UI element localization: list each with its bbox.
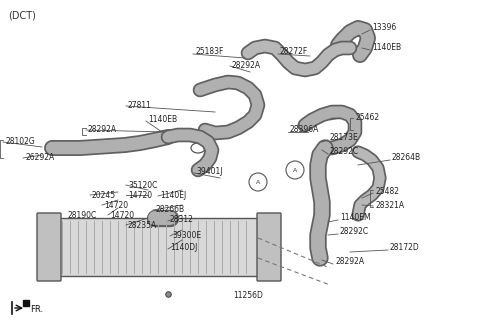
Text: 28292A: 28292A — [88, 126, 117, 134]
Text: 39300E: 39300E — [172, 231, 201, 239]
Text: 25462: 25462 — [355, 113, 379, 122]
Text: 28292A: 28292A — [232, 60, 261, 70]
Text: 25183F: 25183F — [195, 48, 223, 56]
Text: 39401J: 39401J — [196, 168, 223, 176]
Bar — [58, 218, 258, 276]
FancyBboxPatch shape — [37, 213, 61, 281]
Text: 14720: 14720 — [128, 191, 152, 199]
Text: FR.: FR. — [30, 305, 43, 315]
Text: (DCT): (DCT) — [8, 10, 36, 20]
Text: 28172D: 28172D — [390, 243, 420, 253]
Text: 27811: 27811 — [128, 100, 152, 110]
Text: 1140EJ: 1140EJ — [160, 191, 186, 199]
Text: A: A — [293, 168, 297, 173]
Text: 28190C: 28190C — [68, 211, 97, 219]
Text: 1140DJ: 1140DJ — [170, 243, 197, 253]
Text: 11256D: 11256D — [233, 291, 263, 299]
Text: A: A — [256, 179, 260, 184]
Text: 25482: 25482 — [375, 188, 399, 196]
Text: 28312: 28312 — [170, 215, 194, 224]
Text: 28102G: 28102G — [5, 137, 35, 147]
Text: 13396: 13396 — [372, 24, 396, 32]
Text: 28396A: 28396A — [290, 126, 319, 134]
Text: 1140EB: 1140EB — [372, 44, 401, 52]
Text: 1140EM: 1140EM — [340, 214, 371, 222]
Text: 26292A: 26292A — [25, 153, 54, 161]
Text: 28292A: 28292A — [335, 257, 364, 266]
Text: 28266B: 28266B — [155, 206, 184, 215]
Text: 28292C: 28292C — [340, 228, 369, 236]
Text: 1140EB: 1140EB — [148, 115, 177, 125]
Text: 28264B: 28264B — [392, 154, 421, 162]
Text: 28235A: 28235A — [128, 220, 157, 230]
Text: 14720: 14720 — [104, 200, 128, 210]
Text: 14720: 14720 — [110, 211, 134, 219]
Text: 28272F: 28272F — [280, 48, 308, 56]
FancyBboxPatch shape — [257, 213, 281, 281]
Text: 35120C: 35120C — [128, 180, 157, 190]
Text: 28292C: 28292C — [330, 148, 359, 156]
Text: 28173E: 28173E — [330, 133, 359, 142]
Text: 20245: 20245 — [92, 191, 116, 199]
Text: 28321A: 28321A — [375, 200, 404, 210]
